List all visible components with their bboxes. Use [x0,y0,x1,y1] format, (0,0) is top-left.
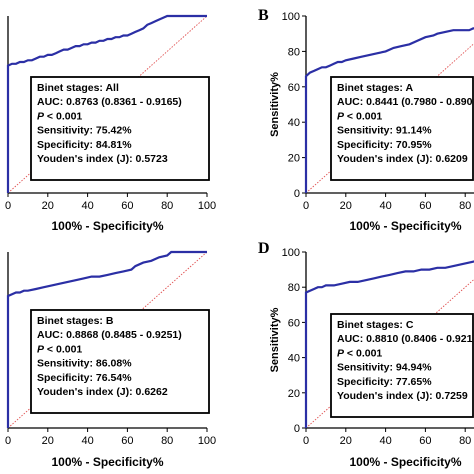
x-tick-label: 20 [340,200,352,212]
annotation-youden-index: Youden's index (J): 0.5723 [37,153,168,165]
x-tick-label: 40 [379,200,391,212]
x-tick-label: 40 [81,200,93,212]
x-axis-label: 100% - Specificity% [51,455,163,469]
x-tick-label: 0 [303,200,309,212]
annotation-box [330,76,474,181]
annotation-box [30,76,210,181]
annotation-auc: AUC: 0.8763 (0.8361 - 0.9165) [37,96,182,108]
x-axis-label: 100% - Specificity% [349,455,461,469]
x-axis-label: 100% - Specificity% [349,219,461,233]
x-tick-label: 80 [459,200,471,212]
annotation-stage: Binet stages: A [337,82,413,94]
roc-curve [304,27,474,193]
annotation-box [330,313,474,418]
x-tick-label: 20 [340,435,352,447]
p-symbol: P [37,343,45,355]
roc-panel-2: 0 20 40 60 80 0 20 40 60 80 100 100% - Specificity%… [258,7,474,233]
roc-panel-3: 0 20 40 60 80 100 100% - Specificity% Binet sta… [5,250,216,469]
x-tick-label: 80 [161,435,173,447]
annotation-youden-index: Youden's index (J): 0.6209 [337,153,468,165]
annotation-specificity: Specificity: 84.81% [37,139,132,151]
y-tick-label: 60 [288,82,300,94]
x-tick-label: 60 [121,200,133,212]
annotation-sensitivity: Sensitivity: 91.14% [337,125,432,137]
annotation-p-value: P < 0.001 [337,110,382,122]
annotation-youden-index: Youden's index (J): 0.7259 [337,390,468,402]
roc-curve [6,250,207,428]
y-tick-label: 20 [288,153,300,165]
y-tick-label: 20 [288,388,300,400]
y-tick-label: 60 [288,317,300,329]
annotation-sensitivity: Sensitivity: 94.94% [337,362,432,374]
annotation-auc: AUC: 0.8868 (0.8485 - 0.9251) [37,329,182,341]
x-tick-label: 0 [303,435,309,447]
x-tick-label: 60 [121,435,133,447]
x-tick-label: 20 [42,435,54,447]
annotation-specificity: Specificity: 77.65% [337,376,432,388]
y-tick-label: 0 [294,423,300,435]
annotation-stage: Binet stages: All [37,82,119,94]
p-symbol: P [337,110,345,122]
roc-panel-4: 0 20 40 60 80 0 20 40 60 80 100 100% - Specificity%… [258,240,474,469]
annotation-p-value: P < 0.001 [37,110,82,122]
x-tick-label: 60 [419,435,431,447]
annotation-specificity: Specificity: 76.54% [37,372,132,384]
roc-curve [6,14,207,193]
y-tick-label: 80 [288,46,300,58]
y-tick-label: 80 [288,282,300,294]
x-tick-label: 40 [81,435,93,447]
annotation-p-value: P < 0.001 [37,343,82,355]
y-tick-label: 100 [282,247,300,259]
annotation-youden-index: Youden's index (J): 0.6262 [37,386,168,398]
x-tick-label: 60 [419,200,431,212]
panel-label: D [258,240,270,257]
x-tick-label: 100 [198,435,216,447]
p-threshold: < 0.001 [344,110,382,122]
y-tick-label: 40 [288,353,300,365]
x-tick-label: 80 [459,435,471,447]
panel-label: B [258,7,269,24]
x-tick-label: 0 [5,200,11,212]
annotation-stage: Binet stages: B [37,315,114,327]
roc-panel-1: 0 20 40 60 80 100 100% - Specificity% Binet sta… [5,14,216,233]
annotation-sensitivity: Sensitivity: 86.08% [37,358,132,370]
y-tick-label: 40 [288,117,300,129]
x-tick-label: 20 [42,200,54,212]
roc-curve [304,260,474,428]
annotation-stage: Binet stages: C [337,319,414,331]
x-tick-label: 100 [198,200,216,212]
x-tick-label: 80 [161,200,173,212]
annotation-p-value: P < 0.001 [337,347,382,359]
annotation-auc: AUC: 0.8441 (0.7980 - 0.890 [337,96,473,108]
p-symbol: P [337,347,345,359]
annotation-auc: AUC: 0.8810 (0.8406 - 0.921 [337,333,473,345]
p-threshold: < 0.001 [44,110,82,122]
x-tick-label: 0 [5,435,11,447]
y-tick-label: 0 [294,188,300,200]
p-symbol: P [37,110,45,122]
y-axis-label: Sensitivity% [269,72,281,137]
annotation-box [30,309,210,414]
p-threshold: < 0.001 [344,347,382,359]
annotation-sensitivity: Sensitivity: 75.42% [37,125,132,137]
annotation-specificity: Specificity: 70.95% [337,139,432,151]
x-tick-label: 40 [379,435,391,447]
y-tick-label: 100 [282,11,300,23]
y-axis-label: Sensitivity% [269,307,281,372]
p-threshold: < 0.001 [44,343,82,355]
x-axis-label: 100% - Specificity% [51,219,163,233]
